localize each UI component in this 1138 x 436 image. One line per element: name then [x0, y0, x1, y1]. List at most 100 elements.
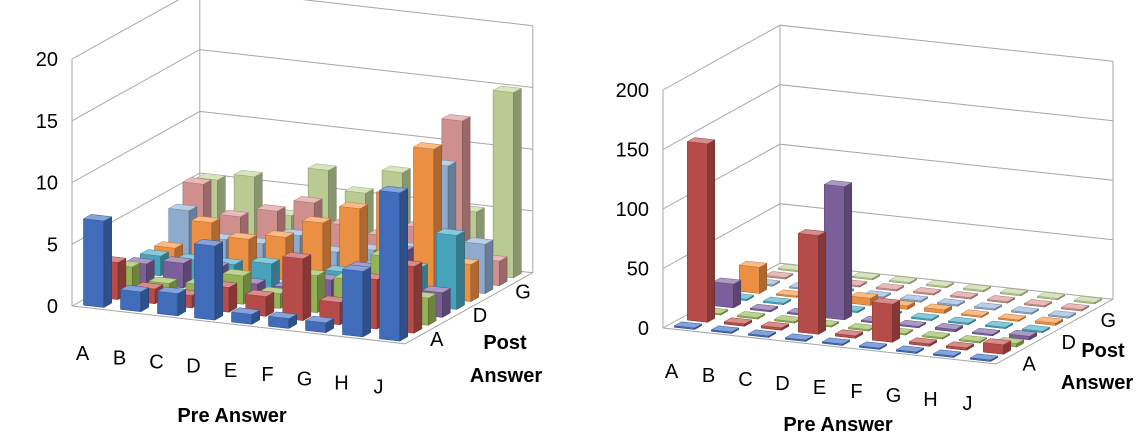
- z-tick-label: A: [1023, 353, 1037, 375]
- x-tick-label: D: [186, 356, 200, 378]
- bar: [1034, 316, 1064, 326]
- bar: [858, 341, 888, 350]
- bar: [899, 294, 929, 303]
- bar: [847, 323, 877, 332]
- bar: [945, 341, 975, 351]
- y-tick-label: 0: [638, 318, 649, 340]
- bar: [871, 297, 901, 343]
- bar: [1047, 310, 1077, 319]
- bar: [1036, 291, 1066, 301]
- z-tick-label: G: [515, 281, 531, 303]
- bar: [1010, 306, 1040, 315]
- bar: [492, 85, 523, 279]
- y-tick-label: 10: [36, 173, 58, 195]
- x-axis-title: Pre Answer: [177, 405, 287, 427]
- bar: [723, 317, 753, 327]
- bar: [821, 337, 851, 346]
- bar: [749, 303, 779, 313]
- bar: [762, 296, 792, 306]
- x-tick-label: G: [886, 385, 902, 407]
- bar: [797, 229, 827, 335]
- y-tick-label: 0: [47, 296, 58, 318]
- bar: [984, 320, 1014, 330]
- y-axis: 0 50 100 150 200: [616, 80, 649, 340]
- bar: [1008, 329, 1038, 341]
- z-tick-label: A: [430, 329, 444, 351]
- x-tick-label: B: [113, 347, 126, 369]
- bar: [936, 298, 966, 307]
- bar: [230, 307, 261, 325]
- bar: [947, 316, 977, 326]
- bar: [267, 311, 298, 329]
- bar: [986, 295, 1016, 304]
- x-tick-label: A: [76, 343, 90, 365]
- bar: [435, 228, 466, 310]
- bar: [921, 331, 951, 340]
- y-tick-label: 5: [47, 234, 58, 256]
- bar: [960, 309, 990, 318]
- bar: [888, 275, 918, 285]
- bar: [784, 333, 814, 342]
- x-axis-title: Pre Answer: [783, 414, 893, 436]
- gridline: [662, 143, 1114, 210]
- bar: [982, 338, 1012, 355]
- bar: [156, 286, 187, 317]
- x-tick-label: C: [738, 369, 752, 391]
- bar: [949, 291, 979, 300]
- bar: [764, 271, 794, 280]
- y-tick-label: 50: [627, 259, 649, 281]
- floor-edge: [71, 272, 534, 345]
- x-tick-label: F: [261, 364, 273, 386]
- bar: [760, 321, 790, 331]
- z-axis-title-line2: Answer: [1061, 372, 1133, 394]
- bar: [997, 313, 1027, 322]
- bar: [834, 329, 864, 339]
- x-tick-label: A: [665, 361, 679, 383]
- y-tick-label: 20: [36, 49, 58, 71]
- bar: [912, 287, 942, 296]
- z-tick-label: D: [473, 305, 487, 327]
- bar: [281, 251, 312, 322]
- bar: [962, 283, 992, 293]
- bar: [773, 315, 803, 324]
- gridline: [662, 203, 1114, 269]
- z-tick-label: G: [1101, 310, 1117, 332]
- bars: [82, 85, 523, 342]
- x-tick-label: G: [297, 368, 313, 390]
- bar: [1060, 303, 1090, 312]
- bar: [378, 185, 409, 342]
- bar: [686, 137, 716, 323]
- bar: [304, 315, 335, 334]
- bar: [738, 260, 768, 294]
- floor-edge: [662, 298, 1114, 365]
- x-tick-label: E: [224, 360, 237, 382]
- y-axis: 0 5 10 15 20: [36, 49, 58, 318]
- bar: [925, 279, 955, 289]
- bar: [971, 327, 1001, 337]
- bar: [895, 345, 925, 354]
- x-tick-label: B: [702, 365, 715, 387]
- x-tick-label: D: [775, 373, 789, 395]
- x-tick-label: C: [149, 352, 163, 374]
- bar: [999, 287, 1029, 297]
- bar: [910, 312, 940, 322]
- x-tick-label: H: [334, 373, 348, 395]
- bar: [747, 329, 777, 338]
- bar: [1021, 324, 1051, 334]
- bar: [119, 285, 150, 313]
- z-axis: A D G: [430, 281, 531, 350]
- gridline: [662, 24, 1114, 91]
- bar: [193, 239, 224, 321]
- gridline: [71, 0, 533, 60]
- x-tick-label: E: [813, 377, 826, 399]
- bar: [958, 335, 988, 344]
- bar: [932, 349, 962, 358]
- z-axis-title-line1: Post: [1081, 340, 1125, 362]
- bar: [973, 302, 1003, 311]
- bar: [673, 321, 703, 330]
- chart-walls: [71, 0, 534, 345]
